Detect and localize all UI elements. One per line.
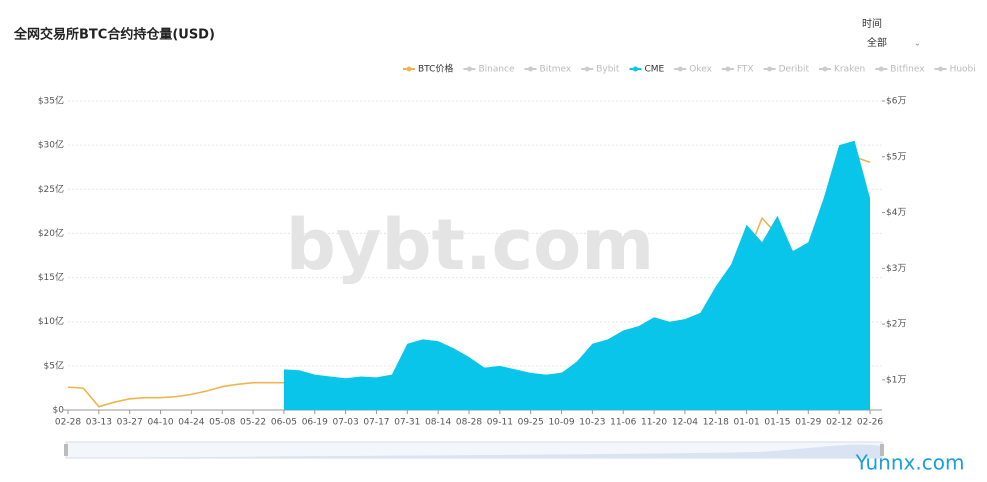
- x-tick-label: 05-08: [209, 418, 235, 428]
- legend-swatch: [822, 66, 828, 72]
- legend-label: Bitmex: [540, 65, 572, 75]
- x-tick-label: 08-14: [425, 418, 451, 428]
- y-tick-label: $25亿: [38, 183, 64, 195]
- x-tick-label: 02-28: [55, 418, 81, 428]
- x-tick-label: 11-06: [610, 418, 636, 428]
- x-tick-label: 11-20: [641, 418, 667, 428]
- x-tick-label: 09-11: [487, 418, 513, 428]
- overlay-text: Yunnx.com: [855, 451, 965, 475]
- legend-label: FTX: [737, 65, 754, 75]
- legend-item[interactable]: Bitfinex: [875, 65, 925, 75]
- legend-label: Binance: [478, 65, 515, 75]
- time-select-value[interactable]: 全部: [867, 36, 887, 49]
- legend-swatch: [528, 66, 534, 72]
- y-tick-label: $15亿: [38, 271, 64, 283]
- y2-tick-label: $6万: [886, 97, 906, 107]
- x-tick-label: 07-17: [363, 418, 389, 428]
- legend-item[interactable]: BTC价格: [403, 63, 453, 75]
- x-tick-label: 06-05: [271, 418, 297, 428]
- y2-tick-label: $4万: [886, 208, 906, 218]
- y2-tick-label: $5万: [886, 152, 906, 162]
- legend-item[interactable]: Deribit: [763, 65, 810, 75]
- legend-item[interactable]: Bybit: [581, 65, 620, 75]
- legend-label: Okex: [689, 65, 712, 75]
- legend-label: BTC价格: [418, 63, 453, 75]
- x-tick-label: 03-13: [86, 418, 112, 428]
- y2-tick-label: $2万: [886, 320, 906, 330]
- legend-swatch: [725, 66, 731, 72]
- legend-swatch: [938, 66, 944, 72]
- x-tick-label: 06-19: [302, 418, 328, 428]
- zoom-preview: [66, 444, 882, 458]
- x-tick-label: 08-28: [456, 418, 482, 428]
- x-tick-label: 10-23: [579, 418, 605, 428]
- select-arrow: ⌄: [914, 39, 921, 48]
- legend-label: Huobi: [950, 65, 976, 75]
- y2-tick-label: $3万: [886, 264, 906, 274]
- legend-swatch: [632, 66, 638, 72]
- legend-item[interactable]: Binance: [463, 65, 515, 75]
- legend-label: Deribit: [779, 65, 810, 75]
- legend-swatch: [767, 66, 773, 72]
- x-tick-label: 10-09: [548, 418, 574, 428]
- legend-label: CME: [644, 65, 664, 75]
- x-tick-label: 01-29: [795, 418, 821, 428]
- y-tick-label: $20亿: [38, 227, 64, 239]
- y2-tick-label: $1万: [886, 375, 906, 385]
- legend-label: Bybit: [596, 65, 620, 75]
- x-tick-label: 01-15: [764, 418, 790, 428]
- zoom-handle[interactable]: [64, 444, 68, 456]
- filter-label: 时间: [862, 17, 882, 30]
- y-tick-label: $5亿: [44, 359, 64, 371]
- legend-item[interactable]: Kraken: [819, 65, 865, 75]
- time-select[interactable]: [860, 34, 922, 52]
- x-tick-label: 02-26: [857, 418, 883, 428]
- legend-swatch: [677, 66, 683, 72]
- y-tick-label: $0: [53, 406, 65, 416]
- cme-area: [283, 140, 870, 410]
- x-tick-label: 04-10: [147, 418, 173, 428]
- legend-swatch: [584, 66, 590, 72]
- legend-item[interactable]: Bitmex: [524, 65, 572, 75]
- x-tick-label: 09-25: [518, 418, 544, 428]
- legend-item[interactable]: Okex: [674, 65, 713, 75]
- x-tick-label: 05-22: [240, 418, 266, 428]
- x-tick-label: 02-12: [826, 418, 852, 428]
- legend-item[interactable]: CME: [629, 65, 665, 75]
- watermark: bybt.com: [286, 204, 654, 286]
- legend-swatch: [406, 66, 412, 72]
- y-tick-label: $30亿: [38, 139, 64, 151]
- legend-label: Kraken: [834, 65, 865, 75]
- x-tick-label: 01-01: [734, 418, 760, 428]
- x-tick-label: 07-03: [333, 418, 359, 428]
- legend-item[interactable]: Huobi: [934, 65, 976, 75]
- legend-label: Bitfinex: [890, 65, 925, 75]
- y-tick-label: $35亿: [38, 95, 64, 107]
- x-tick-label: 07-31: [394, 418, 420, 428]
- legend-swatch: [466, 66, 472, 72]
- x-tick-label: 04-24: [178, 418, 204, 428]
- x-tick-label: 12-04: [672, 418, 698, 428]
- x-tick-label: 03-27: [117, 418, 143, 428]
- y-tick-label: $10亿: [38, 315, 64, 327]
- x-tick-label: 12-18: [703, 418, 729, 428]
- chart-title: 全网交易所BTC合约持仓量(USD): [13, 27, 215, 43]
- legend-item[interactable]: FTX: [721, 65, 754, 75]
- legend-swatch: [878, 66, 884, 72]
- zoom-handle[interactable]: [880, 444, 884, 456]
